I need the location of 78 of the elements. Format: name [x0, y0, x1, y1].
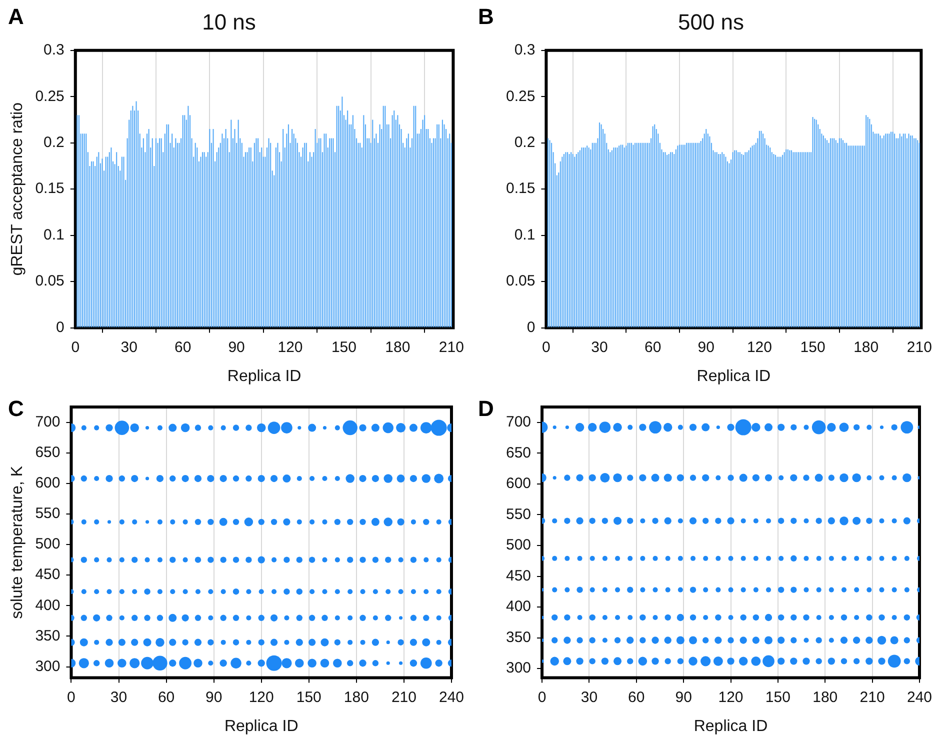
y-tick-label: 0.3	[514, 42, 536, 59]
x-tick-label: 210	[906, 338, 932, 356]
y-tick-label: 0	[56, 318, 64, 336]
x-tick-label: 120	[248, 688, 274, 706]
x-tick-label: 120	[718, 688, 744, 706]
y-tick-label: 650	[35, 444, 60, 461]
x-tick-label: 180	[344, 688, 369, 706]
x-tick-label: 180	[854, 338, 879, 356]
x-tick-label: 0	[542, 338, 550, 356]
x-tick-label: 60	[644, 338, 662, 356]
y-tick-label: 700	[506, 414, 532, 431]
x-tick-label: 90	[675, 688, 692, 706]
y-tick-label: 0.25	[35, 88, 64, 105]
y-tick-label: 0.1	[44, 226, 64, 244]
text: A	[8, 4, 24, 30]
x-tick-label: 120	[746, 338, 772, 356]
x-tick-label: 90	[228, 338, 245, 356]
y-tick-label: 0.1	[514, 226, 536, 244]
text: B	[478, 4, 494, 30]
x-tick-label: 30	[591, 338, 608, 356]
x-tick-label: 150	[800, 338, 826, 356]
x-tick-label: 90	[205, 688, 222, 706]
y-tick-label: 650	[506, 444, 532, 462]
text: D	[478, 396, 494, 422]
y-tick-label: 450	[35, 566, 60, 584]
x-tick-label: 150	[765, 688, 790, 706]
chart-title: 10 ns	[202, 9, 256, 34]
x-tick-label: 210	[438, 338, 464, 356]
x-tick-label: 0	[71, 338, 80, 356]
x-tick-label: 150	[331, 338, 356, 356]
x-tick-label: 60	[158, 688, 175, 706]
y-tick-label: 0.15	[35, 180, 64, 198]
x-tick-label: 180	[385, 338, 410, 356]
y-tick-label: 550	[506, 506, 532, 523]
y-tick-label: 0.2	[514, 134, 536, 152]
x-tick-label: 90	[698, 338, 714, 356]
x-tick-label: 0	[67, 688, 76, 706]
y-tick-label: 350	[35, 627, 60, 644]
y-tick-label: 500	[35, 536, 60, 553]
x-tick-label: 180	[812, 688, 838, 706]
y-tick-label: 0.2	[44, 134, 64, 152]
x-axis-title: Replica ID	[696, 368, 771, 385]
x-tick-label: 60	[174, 338, 192, 356]
y-tick-label: 0.05	[506, 272, 536, 290]
x-axis-title: Replica ID	[227, 368, 302, 385]
y-tick-label: 0.15	[506, 180, 536, 198]
x-axis-title: Replica ID	[224, 718, 298, 735]
y-tick-label: 350	[506, 628, 532, 646]
y-tick-label: 400	[506, 598, 532, 616]
x-tick-label: 240	[438, 688, 464, 706]
x-tick-label: 210	[860, 688, 885, 706]
x-tick-label: 0	[538, 688, 546, 706]
x-tick-label: 60	[628, 688, 645, 706]
chart-title: 500 ns	[678, 9, 744, 34]
y-tick-label: 0.05	[35, 272, 64, 290]
y-tick-label: 0	[526, 318, 536, 336]
y-tick-label: 500	[506, 536, 532, 554]
y-tick-label: 600	[35, 474, 60, 492]
y-tick-label: 400	[35, 596, 60, 614]
x-tick-label: 150	[296, 688, 322, 706]
x-tick-label: 120	[278, 338, 303, 356]
y-tick-label: 450	[506, 567, 532, 584]
x-tick-label: 30	[110, 688, 128, 706]
x-tick-label: 240	[906, 688, 932, 706]
x-tick-label: 210	[391, 688, 416, 706]
x-tick-label: 30	[580, 688, 598, 706]
x-tick-label: 30	[120, 338, 138, 356]
y-tick-label: 700	[35, 413, 60, 430]
y-tick-label: 300	[506, 660, 532, 677]
x-axis-title: Replica ID	[694, 718, 768, 735]
y-axis-title: gREST acceptance ratio	[9, 102, 26, 276]
y-tick-label: 300	[35, 658, 60, 675]
text: C	[8, 396, 24, 422]
y-tick-label: 0.3	[44, 42, 64, 59]
y-axis-title: solute temperature, K	[9, 466, 26, 619]
y-tick-label: 550	[35, 505, 60, 522]
y-tick-label: 0.25	[506, 88, 536, 105]
y-tick-label: 600	[506, 475, 532, 492]
